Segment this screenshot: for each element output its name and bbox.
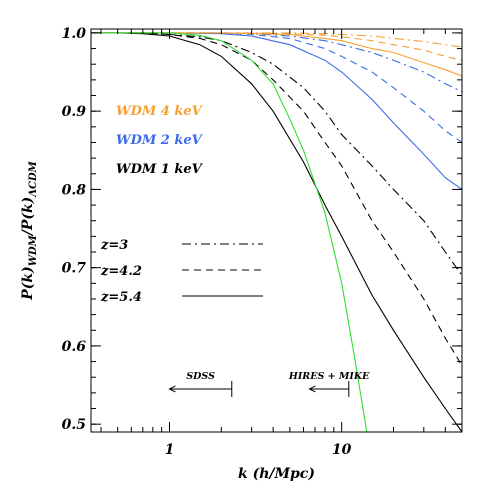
- x-tick-label: 10: [332, 442, 352, 458]
- y-axis-title-part-1: P(k): [20, 266, 36, 300]
- x-axis-title: k (h/Mpc): [238, 466, 315, 482]
- plot-frame: [90, 28, 463, 433]
- x-axis-title-text: k (h/Mpc): [238, 466, 315, 482]
- series-line-4-kev-z5.4: [91, 32, 462, 77]
- series-line-2-kev-z4.2: [91, 32, 462, 143]
- legend-redshift-label: z=4.2: [100, 264, 142, 279]
- series-line-4-kev-z4.2: [91, 32, 462, 61]
- annotation-label: SDSS: [186, 371, 215, 382]
- tick-layer: 1 10 0.5 0.6 0.7 0.8 0.9 1.0: [62, 26, 462, 458]
- y-tick-label: 0.6: [62, 339, 87, 355]
- series-line-1-kev-z3: [91, 32, 462, 276]
- y-axis-title: P(k)WDM/P(k)ΛCDM: [20, 160, 39, 300]
- annotation-arrow-head: [168, 385, 176, 393]
- annotation-arrow-head: [308, 385, 316, 393]
- series-line-1-kev-z4.2: [91, 32, 462, 366]
- y-tick-label: 0.9: [62, 104, 87, 120]
- series-layer: [91, 32, 462, 432]
- y-axis-title-sub-1: WDM: [28, 234, 39, 266]
- legend-redshift-label: z=3: [100, 238, 128, 253]
- annotation-layer: SDSS HIRES + MIKE: [168, 371, 370, 397]
- series-line-data-limit: [91, 32, 368, 432]
- y-axis-title-part-2: /P(k): [20, 197, 36, 238]
- legend-mass-label: WDM 2 keV: [116, 133, 204, 148]
- legend-mass-label: WDM 1 keV: [116, 162, 204, 177]
- y-tick-label: 0.7: [62, 261, 87, 277]
- series-line-4-kev-z3: [91, 32, 462, 48]
- y-tick-label: 1.0: [62, 26, 87, 42]
- legend-mass-label: WDM 4 keV: [116, 104, 204, 119]
- y-axis-title-sub-2: ΛCDM: [28, 160, 39, 197]
- y-tick-label: 0.8: [62, 182, 87, 198]
- legend-redshift-label: z=5.4: [100, 290, 142, 305]
- annotation-label: HIRES + MIKE: [288, 371, 370, 382]
- y-tick-label: 0.5: [62, 417, 86, 433]
- legend-layer: WDM 4 keV WDM 2 keV WDM 1 keV z=3 z=4.2 z=5.4: [100, 104, 263, 305]
- series-line-1-kev-z5.4: [91, 32, 462, 432]
- x-tick-label: 1: [165, 442, 175, 458]
- series-line-2-kev-z5.4: [91, 32, 462, 190]
